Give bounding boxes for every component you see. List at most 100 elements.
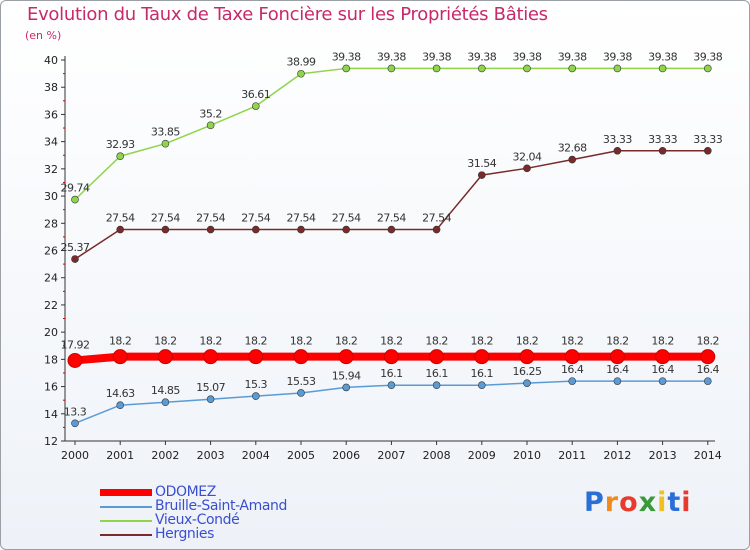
data-label-odomez: 18.2 <box>651 335 674 348</box>
logo-letter: t <box>667 487 682 518</box>
data-point-odomez <box>429 349 445 365</box>
data-point-odomez <box>112 349 128 365</box>
series-line-hergnies <box>74 150 709 260</box>
data-label-odomez: 18.2 <box>561 335 584 348</box>
data-label-hergnies: 27.54 <box>422 212 451 225</box>
y-tick-label: 38 <box>44 81 58 94</box>
logo-letter: r <box>604 487 620 518</box>
data-label-hergnies: 25.37 <box>61 241 90 254</box>
y-tick-label: 36 <box>44 108 58 121</box>
data-label-hergnies: 32.04 <box>513 150 542 163</box>
data-point-vieux-conde <box>568 64 577 73</box>
data-label-hergnies: 27.54 <box>241 212 270 225</box>
logo-letter: x <box>638 487 658 518</box>
y-tick-label: 14 <box>44 408 58 421</box>
x-tick-label: 2011 <box>558 449 586 462</box>
data-point-bruille-saint-amand <box>523 379 531 387</box>
data-label-bruille-saint-amand: 15.94 <box>332 369 361 382</box>
data-label-hergnies: 33.33 <box>603 133 632 146</box>
data-point-bruille-saint-amand <box>387 381 396 390</box>
data-point-odomez <box>338 349 354 365</box>
data-point-hergnies <box>297 225 305 234</box>
data-point-odomez <box>474 349 490 365</box>
data-point-vieux-conde <box>613 64 622 73</box>
chart-title: Evolution du Taux de Taxe Foncière sur l… <box>27 4 548 25</box>
x-tick-label: 2004 <box>242 449 270 462</box>
x-tick-label: 2013 <box>649 449 677 462</box>
data-label-bruille-saint-amand: 15.07 <box>196 381 225 394</box>
data-label-odomez: 18.2 <box>380 335 403 348</box>
y-tick-label: 28 <box>44 217 58 230</box>
data-label-bruille-saint-amand: 16.25 <box>513 365 542 378</box>
data-label-hergnies: 33.33 <box>648 133 677 146</box>
data-label-bruille-saint-amand: 16.4 <box>697 363 720 376</box>
data-label-hergnies: 27.54 <box>332 212 361 225</box>
data-label-odomez: 18.2 <box>199 335 222 348</box>
data-point-vieux-conde <box>297 69 305 78</box>
logo-letter: P <box>584 487 605 518</box>
legend-swatch <box>100 506 152 508</box>
data-label-bruille-saint-amand: 15.53 <box>287 375 316 388</box>
data-point-hergnies <box>252 225 260 234</box>
data-point-bruille-saint-amand <box>206 395 215 404</box>
data-label-vieux-conde: 39.38 <box>513 50 542 63</box>
data-point-vieux-conde <box>523 64 531 73</box>
data-point-hergnies <box>703 146 712 155</box>
data-label-vieux-conde: 39.38 <box>648 50 677 63</box>
data-point-hergnies <box>71 255 79 263</box>
data-point-hergnies <box>387 225 396 234</box>
data-label-vieux-conde: 39.38 <box>558 50 587 63</box>
data-point-odomez <box>248 349 264 365</box>
data-label-odomez: 17.92 <box>61 338 90 351</box>
y-tick-label: 20 <box>44 326 58 339</box>
data-point-vieux-conde <box>116 152 124 161</box>
y-tick-label: 18 <box>44 353 58 366</box>
data-point-bruille-saint-amand <box>252 392 260 400</box>
x-tick-label: 2001 <box>106 449 134 462</box>
data-label-vieux-conde: 38.99 <box>287 56 316 69</box>
data-label-odomez: 18.2 <box>425 335 448 348</box>
data-point-vieux-conde <box>703 64 712 73</box>
x-tick-label: 2010 <box>513 449 541 462</box>
data-point-odomez <box>564 349 580 365</box>
data-point-hergnies <box>342 225 351 234</box>
x-tick-label: 2003 <box>197 449 225 462</box>
y-tick-label: 40 <box>44 54 58 67</box>
data-label-hergnies: 27.54 <box>151 212 180 225</box>
y-tick-label: 12 <box>44 435 58 448</box>
data-label-hergnies: 27.54 <box>106 212 135 225</box>
data-label-vieux-conde: 29.74 <box>61 182 90 195</box>
chart-subtitle: (en %) <box>25 29 62 42</box>
data-point-vieux-conde <box>71 195 79 204</box>
data-point-odomez <box>67 352 83 368</box>
data-point-bruille-saint-amand <box>477 381 486 390</box>
data-point-hergnies <box>477 171 486 179</box>
data-point-bruille-saint-amand <box>703 377 712 385</box>
data-label-odomez: 18.2 <box>606 335 629 348</box>
data-label-odomez: 18.2 <box>335 335 358 348</box>
data-label-odomez: 18.2 <box>290 335 313 348</box>
data-point-vieux-conde <box>658 64 667 73</box>
x-tick-label: 2006 <box>332 449 360 462</box>
data-label-vieux-conde: 39.38 <box>332 50 361 63</box>
data-point-hergnies <box>658 146 667 155</box>
data-label-vieux-conde: 39.38 <box>693 50 722 63</box>
x-tick-label: 2005 <box>287 449 315 462</box>
y-tick-label: 30 <box>44 190 58 203</box>
data-label-vieux-conde: 35.2 <box>199 107 222 120</box>
x-tick-label: 2002 <box>151 449 179 462</box>
x-tick-label: 2009 <box>468 449 496 462</box>
data-label-bruille-saint-amand: 13.3 <box>64 405 87 418</box>
data-point-hergnies <box>568 155 577 164</box>
data-point-vieux-conde <box>206 121 215 130</box>
legend-label: Bruille-Saint-Amand <box>155 498 287 514</box>
data-label-hergnies: 33.33 <box>693 133 722 146</box>
data-label-odomez: 18.2 <box>109 335 132 348</box>
data-point-hergnies <box>206 225 215 234</box>
data-point-bruille-saint-amand <box>116 401 124 410</box>
data-point-odomez <box>293 349 309 365</box>
data-point-vieux-conde <box>432 64 441 73</box>
data-label-hergnies: 27.54 <box>287 212 316 225</box>
data-point-vieux-conde <box>387 64 396 73</box>
